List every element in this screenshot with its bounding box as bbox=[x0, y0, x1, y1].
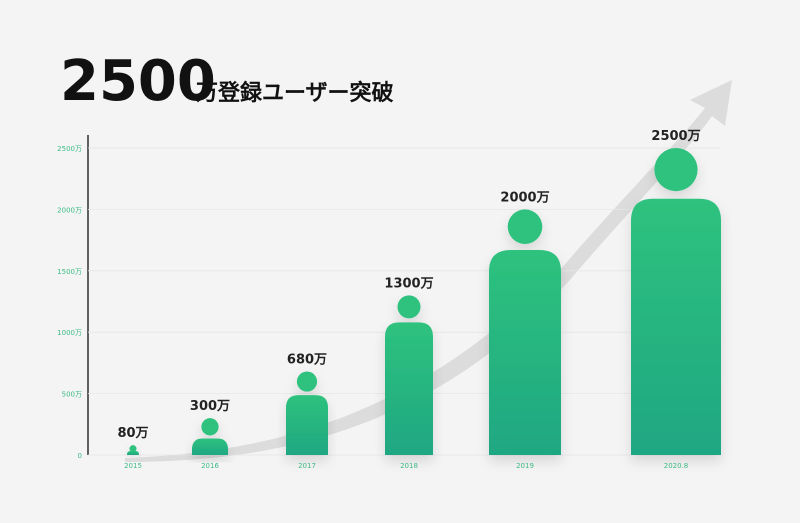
bar-2015 bbox=[127, 445, 139, 455]
data-label: 680万 bbox=[287, 352, 327, 367]
bar-head bbox=[654, 148, 698, 192]
bar-2016 bbox=[192, 418, 228, 455]
bar-2020.8 bbox=[631, 148, 721, 455]
bar-body bbox=[631, 198, 721, 455]
y-tick-label: 0 bbox=[78, 452, 82, 460]
y-tick-label: 2000万 bbox=[57, 206, 82, 214]
x-tick-label: 2018 bbox=[400, 462, 418, 470]
bar-body bbox=[385, 322, 433, 455]
x-tick-label: 2019 bbox=[516, 462, 534, 470]
bar-2017 bbox=[286, 371, 328, 455]
x-tick-label: 2015 bbox=[124, 462, 142, 470]
bar-head bbox=[296, 371, 318, 392]
y-tick-label: 1000万 bbox=[57, 329, 82, 337]
title-text: 万登録ユーザー突破 bbox=[195, 80, 394, 106]
y-tick-label: 2500万 bbox=[57, 145, 82, 153]
bars: 80万 2015 300万 2016 680万 2017 1300万 2018 2000万 201… bbox=[117, 129, 721, 470]
data-label: 300万 bbox=[190, 399, 230, 414]
data-label: 2000万 bbox=[500, 190, 549, 205]
bar-body bbox=[192, 438, 228, 455]
bar-head bbox=[507, 209, 543, 244]
bar-head bbox=[397, 295, 421, 319]
y-tick-label: 1500万 bbox=[57, 268, 82, 276]
data-label: 2500万 bbox=[651, 129, 700, 144]
x-tick-label: 2016 bbox=[201, 462, 219, 470]
y-tick-label: 500万 bbox=[62, 391, 82, 399]
bar-body bbox=[286, 395, 328, 455]
title-number: 2500 bbox=[60, 49, 216, 114]
bar-2019 bbox=[489, 209, 561, 455]
x-tick-label: 2017 bbox=[298, 462, 316, 470]
bar-body bbox=[127, 451, 139, 455]
bar-2018 bbox=[385, 295, 433, 455]
bar-body bbox=[489, 250, 561, 455]
bar-head bbox=[201, 418, 219, 436]
x-tick-label: 2020.8 bbox=[664, 462, 689, 470]
data-label: 80万 bbox=[117, 426, 148, 441]
data-label: 1300万 bbox=[384, 276, 433, 291]
bar-head bbox=[129, 445, 137, 453]
